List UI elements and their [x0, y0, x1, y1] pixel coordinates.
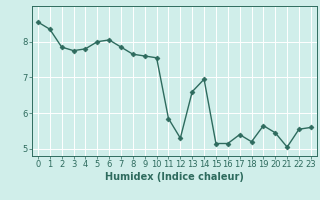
- X-axis label: Humidex (Indice chaleur): Humidex (Indice chaleur): [105, 172, 244, 182]
